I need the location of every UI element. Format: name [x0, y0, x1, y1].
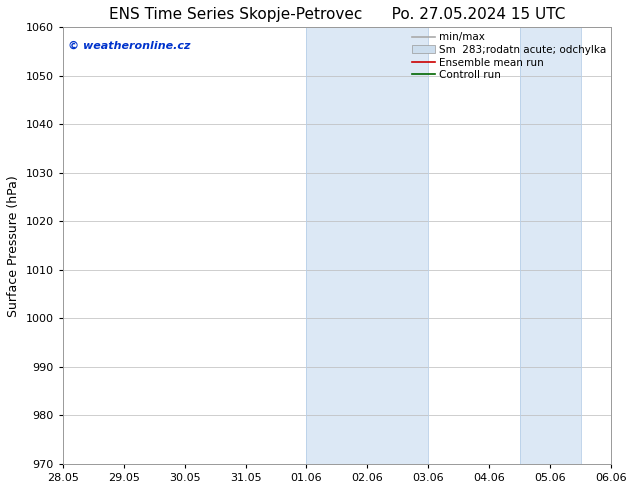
Text: © weatheronline.cz: © weatheronline.cz [68, 40, 191, 50]
Bar [306, 27, 429, 464]
Legend: min/max, Sm  283;rodatn acute; odchylka, Ensemble mean run, Controll run: min/max, Sm 283;rodatn acute; odchylka, … [410, 30, 608, 82]
Title: ENS Time Series Skopje-Petrovec      Po. 27.05.2024 15 UTC: ENS Time Series Skopje-Petrovec Po. 27.0… [109, 7, 565, 22]
Y-axis label: Surface Pressure (hPa): Surface Pressure (hPa) [7, 175, 20, 317]
Bar [520, 27, 581, 464]
